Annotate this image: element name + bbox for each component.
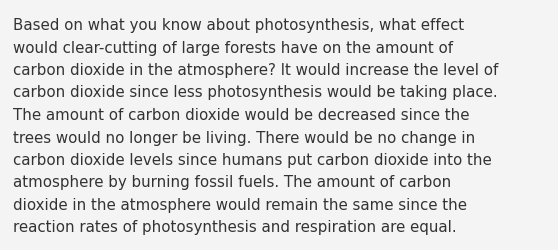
Text: carbon dioxide in the atmosphere? It would increase the level of: carbon dioxide in the atmosphere? It wou… <box>13 63 498 78</box>
Text: trees would no longer be living. There would be no change in: trees would no longer be living. There w… <box>13 130 475 145</box>
Text: atmosphere by burning fossil fuels. The amount of carbon: atmosphere by burning fossil fuels. The … <box>13 175 451 190</box>
Text: carbon dioxide since less photosynthesis would be taking place.: carbon dioxide since less photosynthesis… <box>13 85 498 100</box>
Text: carbon dioxide levels since humans put carbon dioxide into the: carbon dioxide levels since humans put c… <box>13 152 492 167</box>
Text: dioxide in the atmosphere would remain the same since the: dioxide in the atmosphere would remain t… <box>13 197 467 212</box>
Text: would clear-cutting of large forests have on the amount of: would clear-cutting of large forests hav… <box>13 40 453 55</box>
Text: Based on what you know about photosynthesis, what effect: Based on what you know about photosynthe… <box>13 18 464 33</box>
Text: The amount of carbon dioxide would be decreased since the: The amount of carbon dioxide would be de… <box>13 108 469 122</box>
Text: reaction rates of photosynthesis and respiration are equal.: reaction rates of photosynthesis and res… <box>13 220 456 234</box>
